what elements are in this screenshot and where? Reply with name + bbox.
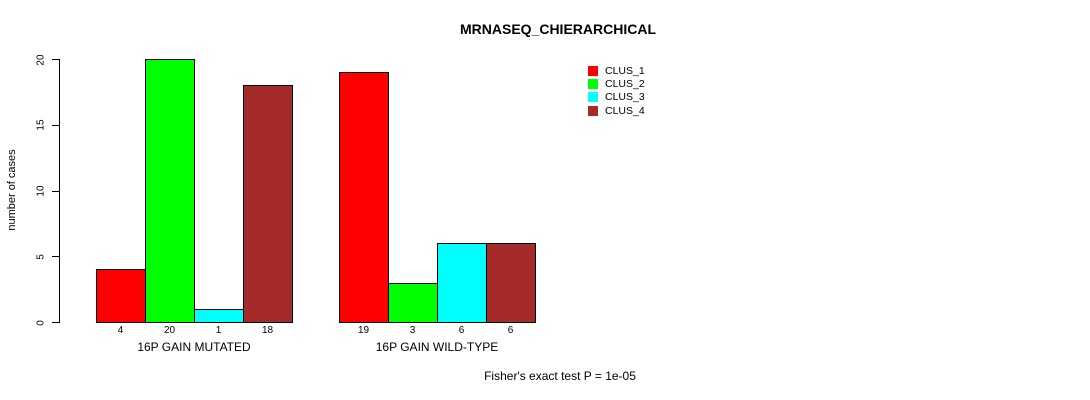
bar-value-label: 19 [357,325,370,336]
legend-label: CLUS_1 [605,64,645,77]
legend-swatch-clus_2 [588,78,598,89]
bar-clus_3-group1 [194,308,244,323]
bar-clus_3-group2 [437,243,487,323]
bar-value-label: 1 [215,325,222,336]
legend-label: CLUS_4 [605,104,645,117]
y-axis-line [59,59,60,323]
y-tick [52,124,59,126]
bar-value-label: 20 [163,325,176,336]
x-group-label: 16P GAIN WILD-TYPE [375,340,499,354]
bar-value-label: 4 [117,325,124,336]
legend: CLUS_1 CLUS_2 CLUS_3 CLUS_4 [588,64,645,117]
y-tick [52,256,59,258]
legend-label: CLUS_3 [605,91,645,104]
legend-label: CLUS_2 [605,77,645,90]
bar-clus_4-group2 [486,243,536,323]
y-tick [52,59,59,60]
y-tick [52,322,59,323]
y-tick-label: 10 [35,185,47,197]
chart-title: MRNASEQ_CHIERARCHICAL [459,21,657,37]
x-group-label: 16P GAIN MUTATED [137,340,251,354]
y-tick-label: 20 [35,53,47,66]
bar-clus_2-group1 [145,59,195,323]
y-tick [52,190,59,192]
legend-item: CLUS_4 [588,104,645,117]
legend-swatch-clus_3 [588,92,598,103]
bar-value-label: 18 [261,325,274,336]
y-tick-label: 0 [35,319,47,326]
bar-value-label: 3 [409,325,416,336]
legend-swatch-clus_1 [588,65,598,76]
bar-clus_1-group2 [339,72,389,323]
legend-item: CLUS_3 [588,91,645,104]
fisher-test-annotation: Fisher's exact test P = 1e-05 [484,369,636,383]
y-tick-label: 15 [35,119,47,131]
bar-clus_4-group1 [243,85,293,323]
bar-value-label: 6 [458,325,465,336]
legend-item: CLUS_1 [588,64,645,77]
y-axis-label: number of cases [6,149,18,231]
legend-swatch-clus_4 [588,105,598,116]
bar-clus_2-group2 [388,282,438,323]
bar-value-label: 6 [507,325,514,336]
y-tick-label: 5 [35,253,47,260]
legend-item: CLUS_2 [588,77,645,90]
bar-clus_1-group1 [96,269,146,323]
